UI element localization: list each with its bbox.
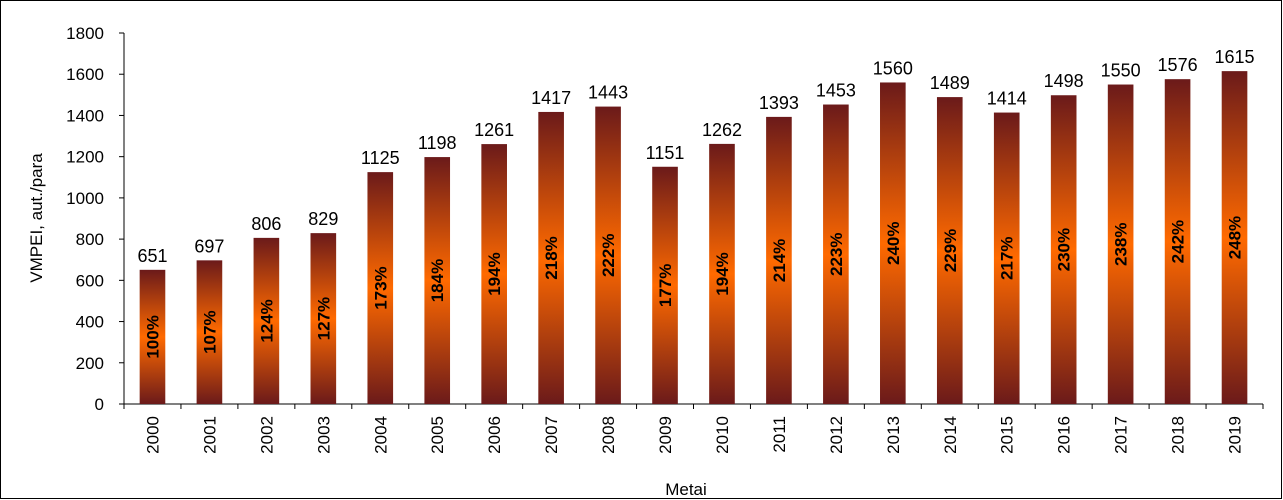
bar-value-label: 1443 bbox=[588, 83, 628, 103]
bar-value-label: 829 bbox=[308, 209, 338, 229]
bar-percent-label: 240% bbox=[884, 221, 903, 264]
y-tick-label: 600 bbox=[76, 271, 104, 290]
bar-value-label: 1151 bbox=[646, 143, 685, 163]
bar-percent-label: 214% bbox=[770, 239, 789, 282]
bar-percent-label: 217% bbox=[998, 237, 1017, 280]
bar-value-label: 1414 bbox=[987, 89, 1027, 109]
bar-value-label: 1489 bbox=[930, 73, 970, 93]
bar bbox=[1107, 84, 1134, 405]
bar-value-label: 1576 bbox=[1158, 55, 1198, 75]
x-tick-label: 2011 bbox=[770, 416, 789, 453]
x-tick-label: 2016 bbox=[1055, 416, 1074, 454]
bar bbox=[538, 111, 564, 404]
x-tick-label: 2008 bbox=[599, 416, 618, 454]
bar-value-label: 1198 bbox=[418, 133, 457, 153]
bar-value-label: 651 bbox=[137, 246, 167, 266]
bar bbox=[481, 144, 507, 405]
y-tick-label: 1600 bbox=[66, 65, 104, 84]
bar-value-label: 1262 bbox=[702, 120, 742, 140]
bar bbox=[880, 82, 906, 404]
bar-value-label: 1550 bbox=[1101, 61, 1141, 81]
x-tick-label: 2007 bbox=[542, 416, 561, 454]
bar-value-label: 1615 bbox=[1215, 47, 1255, 67]
bar-value-label: 1498 bbox=[1044, 71, 1084, 91]
bar-percent-label: 238% bbox=[1112, 223, 1131, 266]
x-tick-label: 2018 bbox=[1169, 416, 1188, 454]
bar bbox=[1164, 79, 1191, 405]
y-axis: 0 200 400 600 800 1000 1200 1400 1600 1800 bbox=[66, 24, 125, 414]
x-tick-label: 2001 bbox=[200, 416, 219, 454]
bar-percent-label: 248% bbox=[1226, 216, 1245, 259]
x-tick-label: 2014 bbox=[941, 416, 960, 454]
bar-value-label: 1417 bbox=[531, 88, 571, 108]
bar-percent-label: 173% bbox=[371, 266, 390, 309]
bar bbox=[1050, 95, 1077, 405]
bar bbox=[993, 112, 1020, 404]
bar bbox=[936, 97, 963, 404]
bar bbox=[1221, 71, 1248, 404]
bar-percent-label: 184% bbox=[428, 259, 447, 302]
bar-value-label: 1453 bbox=[816, 81, 856, 101]
bar bbox=[310, 233, 337, 404]
bar bbox=[139, 269, 166, 404]
x-tick-label: 2002 bbox=[257, 416, 276, 454]
x-tick-label: 2013 bbox=[884, 416, 903, 454]
y-tick-label: 200 bbox=[76, 354, 104, 373]
y-tick-label: 0 bbox=[95, 395, 104, 414]
bar-percent-label: 222% bbox=[599, 234, 618, 277]
bar bbox=[766, 116, 792, 405]
x-tick-label: 2009 bbox=[656, 416, 675, 454]
bar bbox=[367, 172, 394, 404]
bar-value-label: 806 bbox=[251, 214, 281, 234]
bar-percent-label: 223% bbox=[827, 233, 846, 276]
bar-percent-label: 124% bbox=[257, 299, 276, 342]
y-axis-title: VMPEI, aut./para bbox=[27, 153, 46, 283]
bar-value-label: 697 bbox=[194, 236, 224, 256]
bar bbox=[823, 104, 849, 404]
y-tick-label: 800 bbox=[76, 230, 104, 249]
bar-value-label: 1393 bbox=[759, 93, 799, 113]
y-tick-label: 1400 bbox=[66, 106, 104, 125]
bar bbox=[652, 166, 678, 404]
y-tick-label: 1200 bbox=[66, 148, 104, 167]
y-tick-label: 1800 bbox=[66, 24, 104, 43]
bar-percent-label: 127% bbox=[314, 297, 333, 340]
bar-value-label: 1560 bbox=[873, 58, 913, 78]
bar-value-label: 1261 bbox=[474, 120, 514, 140]
x-tick-label: 2003 bbox=[314, 416, 333, 454]
bar bbox=[424, 157, 451, 404]
x-tick-label: 2005 bbox=[428, 416, 447, 454]
bar-percent-label: 194% bbox=[485, 252, 504, 295]
bar-percent-label: 230% bbox=[1055, 228, 1074, 271]
x-tick-label: 2010 bbox=[713, 416, 732, 454]
x-axis-title: Metai bbox=[665, 480, 707, 499]
bar-percent-label: 107% bbox=[200, 310, 219, 353]
bar-percent-label: 177% bbox=[656, 264, 675, 307]
x-tick-label: 2017 bbox=[1112, 416, 1131, 454]
x-tick-label: 2006 bbox=[485, 416, 504, 454]
bar-percent-label: 194% bbox=[713, 252, 732, 295]
x-tick-label: 2000 bbox=[143, 416, 162, 454]
bar-percent-label: 229% bbox=[941, 229, 960, 272]
x-tick-label: 2004 bbox=[371, 416, 390, 454]
bar bbox=[253, 237, 280, 404]
bar bbox=[709, 143, 735, 405]
bars-group: 651 100% 697 107% 806 124% 829 127% 1125 173% 1198… bbox=[137, 47, 1255, 405]
bar-value-label: 1125 bbox=[361, 148, 400, 168]
bar-percent-label: 218% bbox=[542, 236, 561, 279]
x-tick-label: 2012 bbox=[827, 416, 846, 454]
x-tick-label: 2015 bbox=[998, 416, 1017, 454]
bar bbox=[196, 260, 223, 404]
bar-percent-label: 242% bbox=[1169, 220, 1188, 263]
bar bbox=[595, 106, 621, 404]
y-tick-label: 400 bbox=[76, 313, 104, 332]
x-tick-label: 2019 bbox=[1226, 416, 1245, 454]
y-tick-label: 1000 bbox=[66, 189, 104, 208]
bar-percent-label: 100% bbox=[143, 315, 162, 358]
